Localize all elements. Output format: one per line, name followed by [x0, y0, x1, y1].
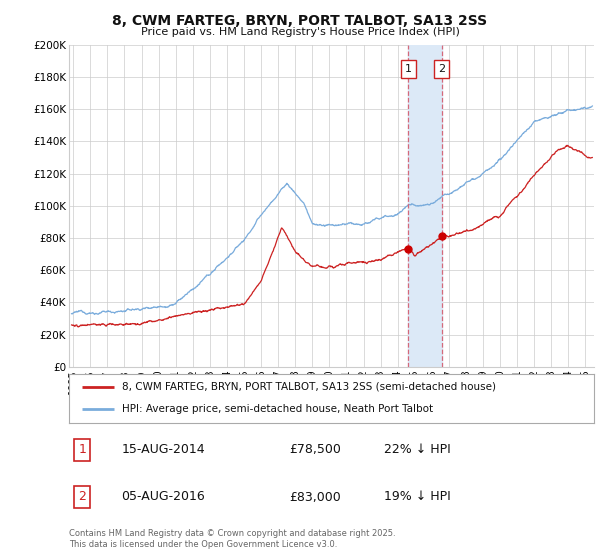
Text: 22% ↓ HPI: 22% ↓ HPI: [384, 444, 451, 456]
Text: 1: 1: [404, 64, 412, 74]
Text: Price paid vs. HM Land Registry's House Price Index (HPI): Price paid vs. HM Land Registry's House …: [140, 27, 460, 37]
Text: £78,500: £78,500: [290, 444, 341, 456]
Text: 2: 2: [439, 64, 445, 74]
Text: 8, CWM FARTEG, BRYN, PORT TALBOT, SA13 2SS (semi-detached house): 8, CWM FARTEG, BRYN, PORT TALBOT, SA13 2…: [121, 382, 496, 392]
Text: 15-AUG-2014: 15-AUG-2014: [121, 444, 205, 456]
Text: Contains HM Land Registry data © Crown copyright and database right 2025.
This d: Contains HM Land Registry data © Crown c…: [69, 529, 395, 549]
Text: HPI: Average price, semi-detached house, Neath Port Talbot: HPI: Average price, semi-detached house,…: [121, 404, 433, 414]
Text: 8, CWM FARTEG, BRYN, PORT TALBOT, SA13 2SS: 8, CWM FARTEG, BRYN, PORT TALBOT, SA13 2…: [112, 14, 488, 28]
Text: 05-AUG-2016: 05-AUG-2016: [121, 491, 205, 503]
Bar: [408, 45, 442, 367]
Text: 19% ↓ HPI: 19% ↓ HPI: [384, 491, 451, 503]
Text: 2: 2: [78, 491, 86, 503]
Text: 1: 1: [78, 444, 86, 456]
Text: £83,000: £83,000: [290, 491, 341, 503]
